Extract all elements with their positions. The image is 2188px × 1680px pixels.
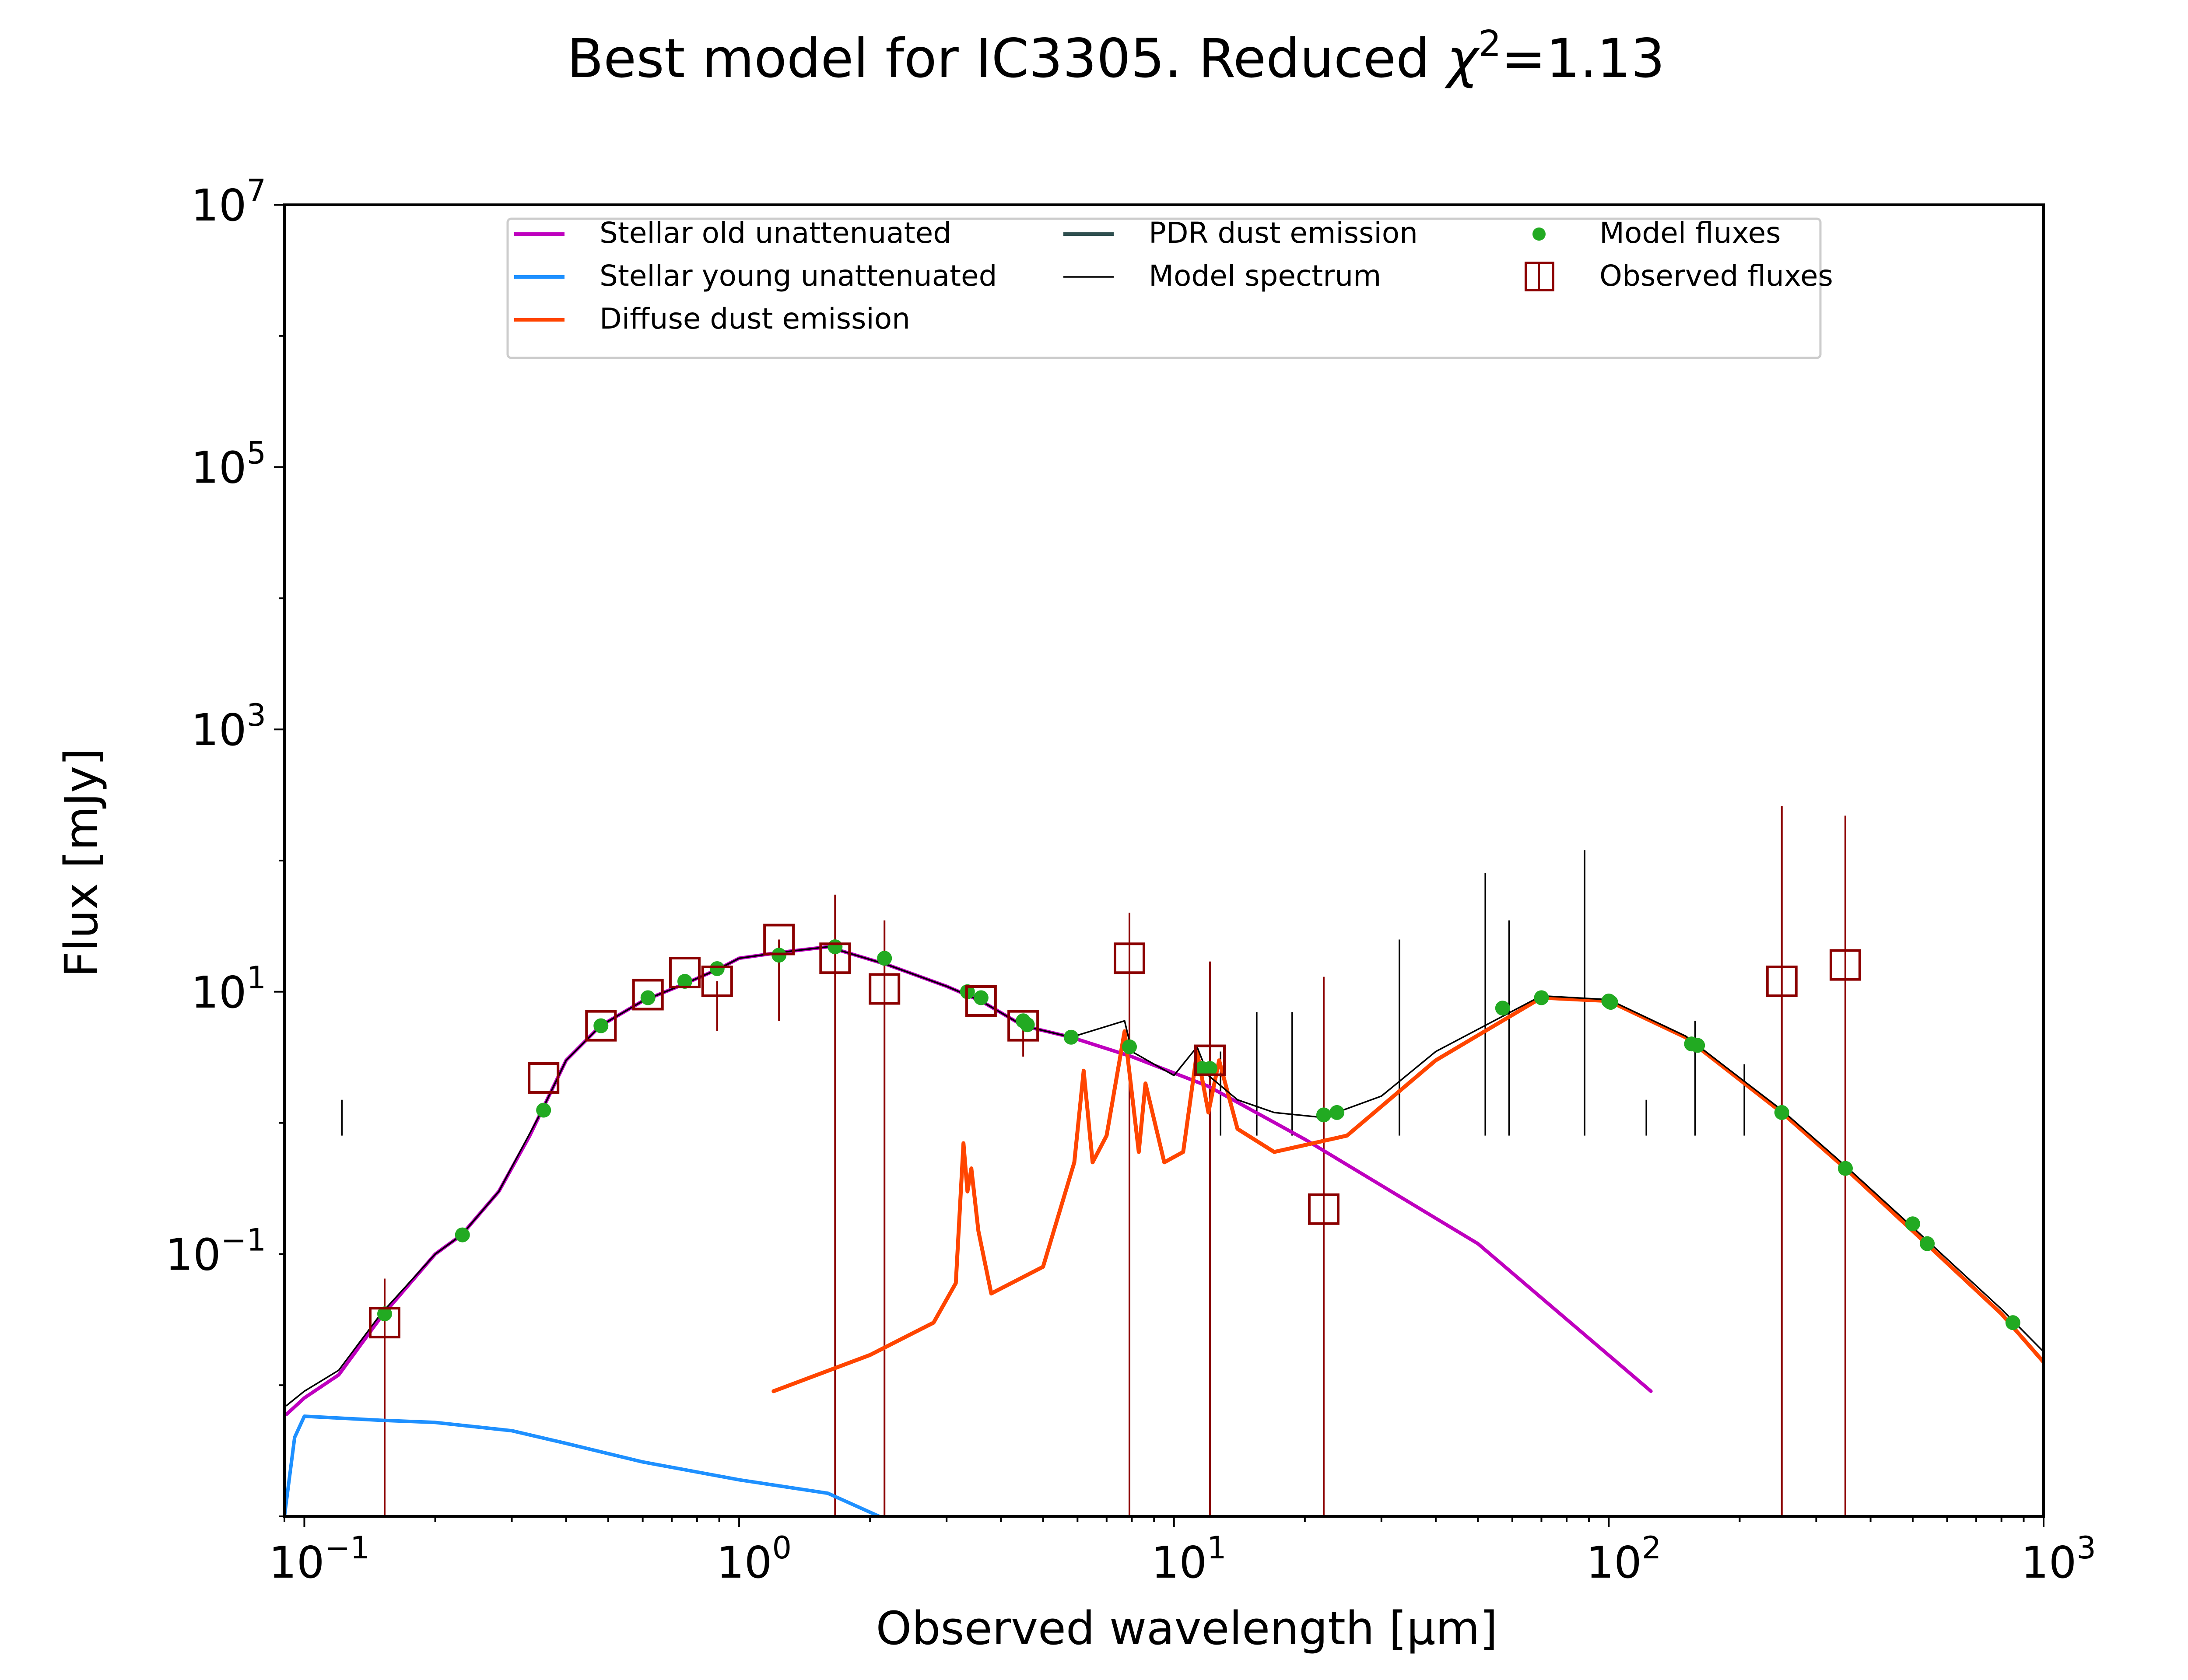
title-exponent: 2 <box>1478 23 1501 65</box>
tick-exponent: −1 <box>221 1222 266 1258</box>
tick-base: 10 <box>191 704 246 756</box>
legend-swatch-model-fluxes <box>1532 228 1546 241</box>
observed-flux-point-12 <box>1194 1044 1226 1076</box>
observed-flux-point-13 <box>1308 1193 1339 1225</box>
tick-exponent: 5 <box>246 435 266 471</box>
legend-label-observed-fluxes: Observed fluxes <box>1599 259 1833 293</box>
y-axis-label: Flux [mJy] <box>55 748 108 977</box>
observed-flux-point-4 <box>669 956 701 988</box>
legend-label-stellar-old: Stellar old unattenuated <box>600 216 951 250</box>
model-flux-point-26 <box>1774 1105 1789 1120</box>
model-flux-point-11 <box>973 990 989 1005</box>
y-tick-label: 107 <box>191 173 266 231</box>
tick-base: 10 <box>1586 1537 1641 1588</box>
observed-flux-point-1 <box>528 1062 560 1094</box>
observed-flux-point-6 <box>763 924 795 956</box>
x-tick-label: 101 <box>1151 1530 1227 1588</box>
legend-label-stellar-young: Stellar young unattenuated <box>600 259 997 293</box>
model-flux-point-27 <box>1837 1161 1853 1176</box>
tick-base: 10 <box>269 1537 324 1588</box>
x-axis-label: Observed wavelength [μm] <box>876 1602 1498 1655</box>
model-flux-point-21 <box>1534 990 1549 1005</box>
model-flux-point-18 <box>1316 1107 1331 1123</box>
observed-flux-point-10 <box>1007 1010 1039 1042</box>
title-prefix: Best model for IC3305. Reduced <box>567 28 1447 90</box>
legend-label-diffuse-dust: Diffuse dust emission <box>600 302 910 336</box>
chart-title: Best model for IC3305. Reduced χ2=1.13 <box>567 23 1665 90</box>
model-flux-point-25 <box>1690 1038 1705 1053</box>
tick-exponent: 1 <box>246 960 266 996</box>
y-tick-label: 101 <box>191 960 266 1018</box>
model-flux-point-28 <box>1905 1216 1920 1232</box>
model-flux-point-29 <box>1920 1236 1935 1251</box>
legend-label-model-spectrum: Model spectrum <box>1149 259 1381 293</box>
model-flux-point-8 <box>828 939 843 955</box>
tick-exponent: 7 <box>246 173 266 209</box>
observed-flux-point-7 <box>819 942 851 974</box>
tick-base: 10 <box>1151 1537 1207 1588</box>
y-tick-label: 103 <box>191 697 266 756</box>
tick-base: 10 <box>191 180 246 231</box>
model-flux-point-6 <box>709 961 725 976</box>
tick-exponent: 1 <box>1207 1530 1227 1566</box>
series-diffuse-dust <box>771 996 2044 1393</box>
title-suffix: =1.13 <box>1501 28 1665 90</box>
model-flux-point-14 <box>1063 1029 1079 1045</box>
tick-base: 10 <box>2021 1537 2076 1588</box>
x-tick-label: 103 <box>2021 1530 2096 1588</box>
model-flux-point-13 <box>1020 1017 1035 1032</box>
tick-exponent: 0 <box>772 1530 792 1566</box>
tick-exponent: 3 <box>246 697 266 733</box>
tick-base: 10 <box>191 967 246 1018</box>
model-flux-point-30 <box>2005 1315 2020 1330</box>
model-flux-point-17 <box>1202 1061 1217 1076</box>
tick-base: 10 <box>191 442 246 494</box>
model-flux-point-4 <box>640 990 656 1005</box>
model-flux-point-15 <box>1122 1039 1137 1054</box>
observed-flux-point-3 <box>632 979 664 1011</box>
tick-exponent: 3 <box>2076 1530 2096 1566</box>
plot-area <box>284 806 2044 1516</box>
model-flux-point-9 <box>877 951 892 966</box>
observed-flux-point-5 <box>701 966 733 998</box>
model-flux-point-23 <box>1603 995 1618 1010</box>
observed-flux-point-11 <box>1114 942 1146 974</box>
tick-exponent: 2 <box>1642 1530 1662 1566</box>
y-tick-label: 10−1 <box>165 1222 266 1280</box>
observed-flux-point-8 <box>869 973 901 1005</box>
legend-box <box>506 217 1822 359</box>
model-flux-point-3 <box>593 1018 609 1033</box>
series-stellar-young <box>284 1414 881 1516</box>
x-tick-label: 10−1 <box>269 1530 369 1588</box>
tick-base: 10 <box>165 1229 221 1280</box>
model-flux-point-20 <box>1495 1001 1510 1016</box>
legend: Stellar old unattenuated Stellar young un… <box>506 216 1833 359</box>
legend-label-model-fluxes: Model fluxes <box>1599 216 1781 250</box>
observed-flux-point-2 <box>585 1010 617 1042</box>
model-flux-point-1 <box>455 1227 470 1242</box>
x-tick-label: 100 <box>716 1530 792 1588</box>
observed-flux-point-9 <box>965 985 997 1017</box>
observed-flux-point-14 <box>1766 966 1798 998</box>
tick-base: 10 <box>716 1537 772 1588</box>
model-flux-point-2 <box>536 1102 551 1118</box>
observed-flux-point-15 <box>1829 949 1861 981</box>
title-chi: χ <box>1444 28 1480 90</box>
observed-flux-point-0 <box>368 1307 400 1339</box>
tick-exponent: −1 <box>324 1530 369 1566</box>
model-flux-point-19 <box>1329 1105 1345 1120</box>
x-tick-label: 102 <box>1586 1530 1661 1588</box>
legend-label-pdr-dust: PDR dust emission <box>1149 216 1418 250</box>
model-flux-point-5 <box>677 974 692 989</box>
y-tick-label: 105 <box>191 435 266 494</box>
model-flux-point-0 <box>377 1306 392 1322</box>
